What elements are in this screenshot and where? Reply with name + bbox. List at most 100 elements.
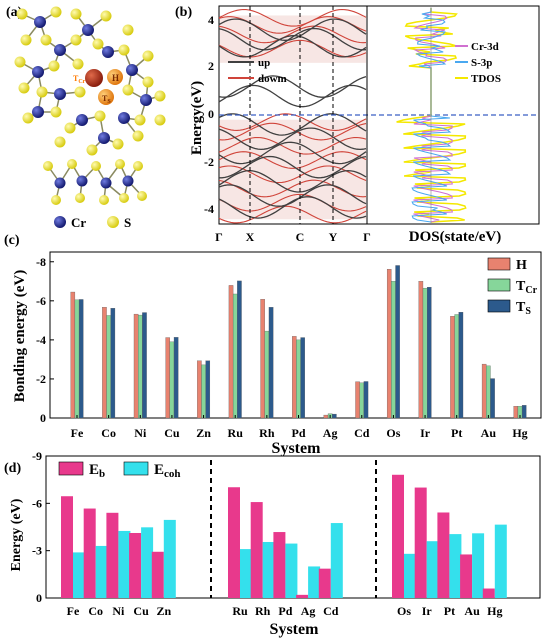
chart-c-ytick-label: -4: [36, 333, 46, 347]
bar-h-ag: [323, 414, 329, 419]
band-line-up: [218, 27, 367, 51]
sulfur-atom: [142, 76, 154, 88]
bar-e-b-au: [460, 554, 473, 598]
chart-d-xtick-label: Fe: [67, 604, 80, 618]
bar-e-coh-ir: [426, 541, 439, 598]
chromium-atom: [98, 132, 110, 144]
sulfur-atom: [115, 159, 125, 169]
chart-d-xtick-label: Ir: [422, 604, 433, 618]
chart-c-bars: [70, 265, 527, 419]
bar-t-s-au: [490, 378, 495, 419]
dos-legend-tdos-label: TDOS: [471, 73, 501, 85]
kpoint-label-y: Y: [329, 230, 338, 244]
chart-d-xtick-label: Ni: [112, 604, 125, 618]
bar-h-au: [481, 363, 487, 419]
bar-t-s-co: [110, 308, 116, 419]
sulfur-atom: [91, 161, 101, 171]
band-line-up: [218, 184, 367, 207]
chromium-atom: [118, 112, 130, 124]
chart-d-bars: [61, 474, 507, 598]
sulfur-atom: [122, 84, 134, 96]
bar-t-s-os: [395, 265, 400, 419]
bar-h-os: [386, 269, 392, 419]
band-ylabel: Energy(eV): [189, 81, 205, 155]
bar-h-ni: [133, 313, 139, 419]
sulfur-atom: [137, 191, 147, 201]
panel-c-label: (c): [4, 233, 20, 248]
sulfur-atom: [134, 114, 146, 126]
bar-e-coh-au: [472, 533, 485, 598]
chart-d-xtick-label: Cu: [133, 604, 149, 618]
chart-d-xtick-label: Cd: [323, 604, 339, 618]
band-line-down: [218, 136, 367, 155]
sulfur-atom: [14, 56, 26, 68]
chromium-atom: [54, 88, 66, 100]
bar-h-rh: [260, 299, 265, 419]
chart-c-xlabel: System: [272, 440, 322, 457]
dos-legend-s3p-label: S-3p: [471, 57, 492, 69]
bar-e-coh-cd: [330, 523, 343, 598]
chromium-atom: [102, 46, 114, 58]
chart-d-xtick-label: Au: [464, 604, 480, 618]
kpoint-label-x: X: [246, 230, 255, 244]
bar-e-coh-ni: [118, 530, 131, 598]
chromium-atom: [76, 114, 88, 126]
bar-h-pd: [292, 336, 297, 419]
band-line-down: [218, 8, 367, 27]
band-line-up: [218, 18, 367, 41]
bar-h-hg: [513, 406, 519, 419]
chart-c-xtick-label: Pd: [291, 426, 305, 440]
kpoint-label-gamma-end: Γ: [363, 230, 371, 244]
bar-t-s-fe: [78, 299, 84, 419]
legend-ts-swatch: [487, 299, 511, 313]
bar-h-cd: [355, 381, 360, 419]
bar-e-coh-cu: [141, 527, 154, 598]
chart-d-xtick-label: Ag: [301, 604, 316, 618]
band-line-up: [218, 113, 367, 136]
sulfur-atom: [64, 122, 76, 134]
band-ytick: 0: [208, 107, 214, 121]
chart-c-xtick-label: Os: [386, 426, 400, 440]
bar-e-b-ir: [414, 487, 427, 598]
sulfur-atom: [20, 34, 32, 46]
band-line-up: [218, 196, 367, 219]
bar-e-coh-pt: [449, 534, 462, 598]
chart-c-xtick-label: Fe: [71, 426, 84, 440]
sulfur-atom: [119, 193, 129, 203]
dos-plot-frame: [366, 5, 540, 225]
chart-c-xtick-label: Ir: [420, 426, 431, 440]
bar-e-b-cu: [129, 532, 142, 598]
bar-t-s-cu: [173, 337, 179, 419]
band-line-down: [218, 39, 367, 58]
sulfur-atom: [40, 34, 52, 46]
bar-t-cr-ni: [138, 314, 143, 419]
panel-d-label: (d): [4, 461, 21, 476]
panel-b-band-dos: (b) Energy(eV) 4 2 0 -2 -4 Γ X C Y Γ up …: [175, 5, 540, 245]
bar-e-b-rh: [250, 502, 263, 598]
band-line-up: [218, 75, 367, 98]
bar-t-s-ru: [237, 280, 242, 419]
sulfur-atom: [112, 138, 124, 150]
site-tcr-marker: [85, 69, 103, 87]
panel-c-bonding-energy-chart: (c) Bonding energy (eV) -8 -6 -4 -2 0 Fe Co Ni…: [4, 233, 542, 457]
sulfur-atom: [132, 130, 144, 142]
site-ts-marker: [98, 89, 114, 105]
chart-d-ytick-label: -9: [32, 449, 42, 463]
chart-d-ylabel: Energy (eV): [9, 498, 24, 571]
crystal-structure-side-view: [43, 159, 147, 205]
sulfur-atom: [22, 112, 34, 124]
legend-eb-swatch: [58, 461, 84, 476]
chart-c-xtick-label: Zn: [196, 426, 211, 440]
bar-t-s-ni: [142, 312, 147, 419]
bar-e-b-pt: [437, 512, 450, 598]
bar-t-cr-os: [391, 281, 396, 419]
chart-d-xtick-label: Co: [88, 604, 103, 618]
sulfur-atom: [92, 38, 104, 50]
bar-t-s-zn: [205, 360, 211, 419]
legend-h-label: H: [516, 258, 527, 273]
chart-c-xtick-label: Rh: [259, 426, 275, 440]
legend-ts-label: TS: [516, 300, 531, 317]
sulfur-atom: [94, 110, 106, 122]
sulfur-atom: [72, 58, 84, 70]
